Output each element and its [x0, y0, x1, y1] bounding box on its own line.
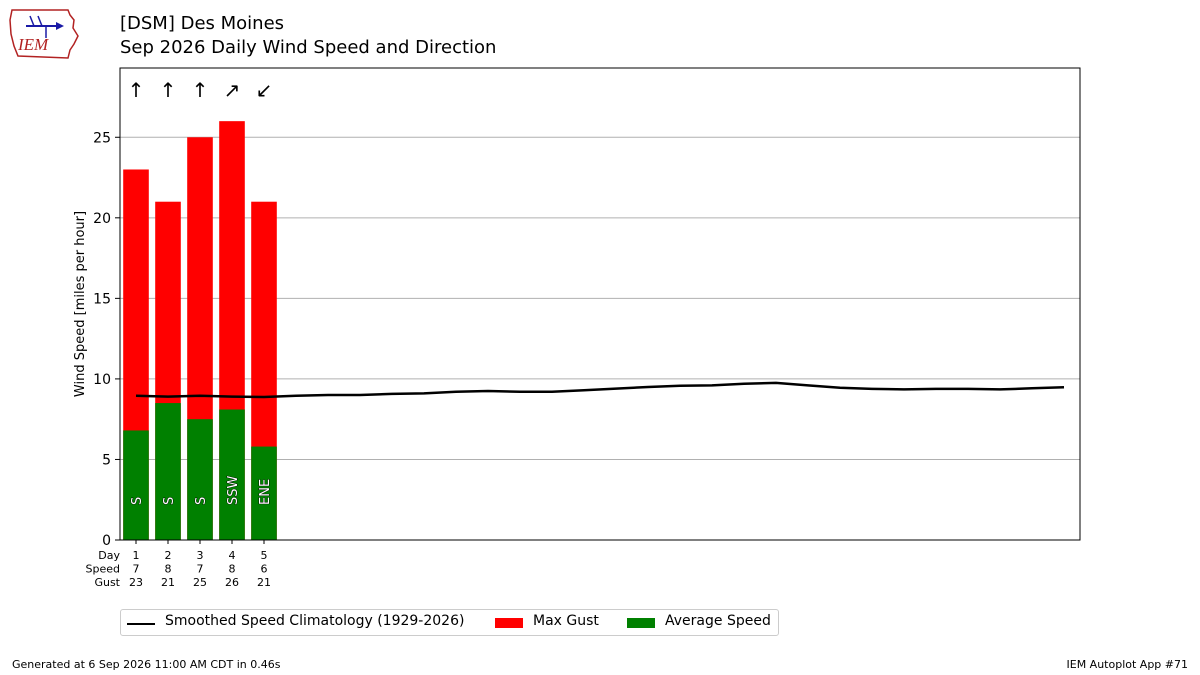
- direction-label: SSW: [226, 475, 241, 505]
- table-cell: 26: [225, 576, 239, 589]
- table-row-label: Day: [98, 549, 120, 562]
- legend-swatch-average-speed: [627, 618, 655, 628]
- legend-swatch-climatology: [127, 623, 155, 625]
- chart-legend: Smoothed Speed Climatology (1929-2026) M…: [120, 609, 779, 636]
- direction-arrow: ↙: [256, 78, 273, 102]
- y-axis-label: Wind Speed [miles per hour]: [73, 211, 88, 397]
- table-cell: 7: [197, 563, 204, 576]
- y-tick-label: 25: [93, 130, 111, 146]
- legend-swatch-max-gust: [495, 618, 523, 628]
- direction-label: S: [162, 497, 177, 505]
- table-cell: 8: [229, 563, 236, 576]
- table-cell: 2: [165, 549, 172, 562]
- bar-average-speed: [123, 430, 149, 540]
- direction-label: ENE: [258, 479, 273, 505]
- table-cell: 8: [165, 563, 172, 576]
- chart-title: [DSM] Des Moines: [120, 13, 285, 34]
- direction-arrow: ↑: [160, 78, 177, 102]
- legend-label-max-gust: Max Gust: [533, 613, 599, 629]
- table-cell: 1: [133, 549, 140, 562]
- y-tick-label: 0: [102, 533, 111, 549]
- legend-label-average-speed: Average Speed: [665, 613, 771, 629]
- table-cell: 5: [261, 549, 268, 562]
- table-cell: 23: [129, 576, 143, 589]
- bar-average-speed: [251, 446, 277, 540]
- table-cell: 4: [229, 549, 236, 562]
- table-cell: 21: [161, 576, 175, 589]
- footer-app: IEM Autoplot App #71: [1066, 658, 1189, 671]
- bar-average-speed: [187, 419, 213, 540]
- direction-arrow: ↑: [192, 78, 209, 102]
- table-row-label: Speed: [86, 563, 120, 576]
- logo-text: IEM: [17, 35, 49, 54]
- y-tick-label: 15: [93, 291, 111, 307]
- iem-logo: IEM: [9, 9, 79, 59]
- table-cell: 25: [193, 576, 207, 589]
- y-tick-label: 20: [93, 211, 111, 227]
- bar-average-speed: [219, 409, 245, 540]
- legend-label-climatology: Smoothed Speed Climatology (1929-2026): [165, 613, 465, 629]
- table-row-label: Gust: [94, 576, 120, 589]
- y-tick-label: 5: [102, 452, 111, 468]
- chart-subtitle: Sep 2026 Daily Wind Speed and Direction: [120, 37, 497, 58]
- footer-generated: Generated at 6 Sep 2026 11:00 AM CDT in …: [12, 658, 281, 671]
- direction-label: S: [130, 497, 145, 505]
- table-cell: 6: [261, 563, 268, 576]
- climatology-line: [135, 381, 1065, 399]
- table-cell: 7: [133, 563, 140, 576]
- direction-arrow: ↑: [128, 78, 145, 102]
- table-cell: 3: [197, 549, 204, 562]
- y-tick-label: 10: [93, 372, 111, 388]
- plot-frame: [119, 67, 1081, 541]
- direction-arrow: ↗: [224, 78, 241, 102]
- direction-label: S: [194, 497, 209, 505]
- table-cell: 21: [257, 576, 271, 589]
- bar-average-speed: [155, 403, 181, 540]
